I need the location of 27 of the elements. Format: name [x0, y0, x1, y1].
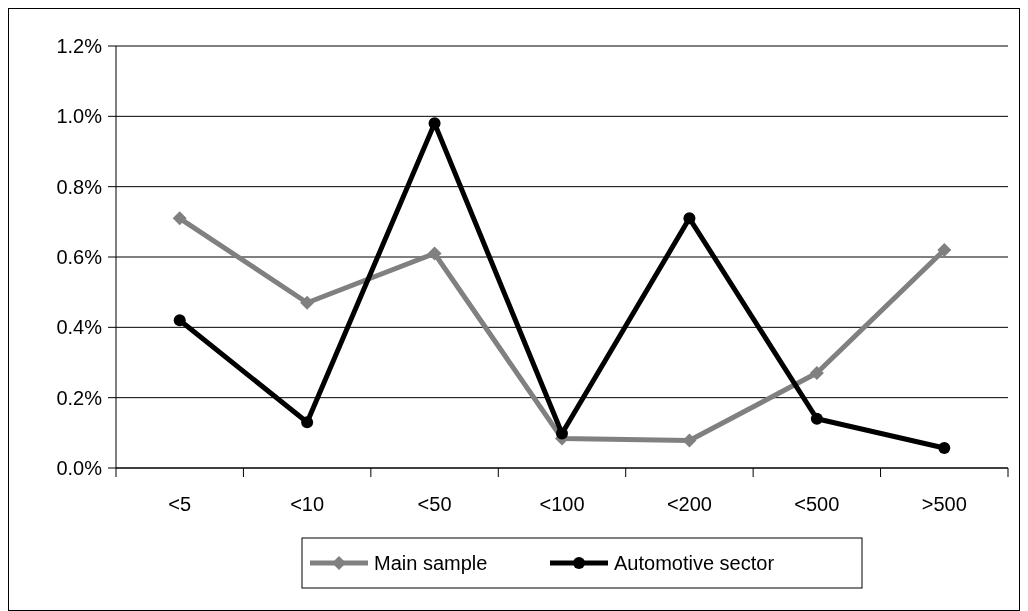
point: [683, 212, 696, 225]
point: [938, 441, 951, 454]
x-tick-label: <100: [539, 493, 585, 515]
y-tick-label: 0.8%: [56, 175, 103, 198]
y-tick-label: 1.0%: [56, 105, 103, 128]
y-tick-label: 1.2%: [56, 35, 103, 57]
point: [556, 427, 568, 440]
y-tick-label: 0.2%: [56, 386, 103, 409]
point: [810, 412, 823, 425]
y-tick-label: 0.4%: [56, 316, 103, 339]
x-tick-label: <200: [666, 493, 712, 515]
point: [809, 366, 824, 381]
x-tick-label: >500: [921, 493, 967, 515]
x-tick-label: <500: [794, 493, 840, 515]
x-tick-label: <5: [168, 493, 192, 515]
point: [301, 416, 314, 429]
x-tick-label: <50: [417, 493, 452, 515]
point: [172, 211, 187, 226]
x-tick-label: <10: [290, 493, 325, 515]
legend-label: Main sample: [374, 552, 488, 574]
y-tick-label: 0.6%: [56, 246, 103, 268]
point: [300, 295, 315, 310]
point: [937, 242, 952, 257]
point: [173, 314, 186, 327]
legend-label: Automotive sector: [614, 552, 775, 574]
point: [427, 246, 442, 261]
y-tick-label: 0.0%: [56, 457, 103, 479]
